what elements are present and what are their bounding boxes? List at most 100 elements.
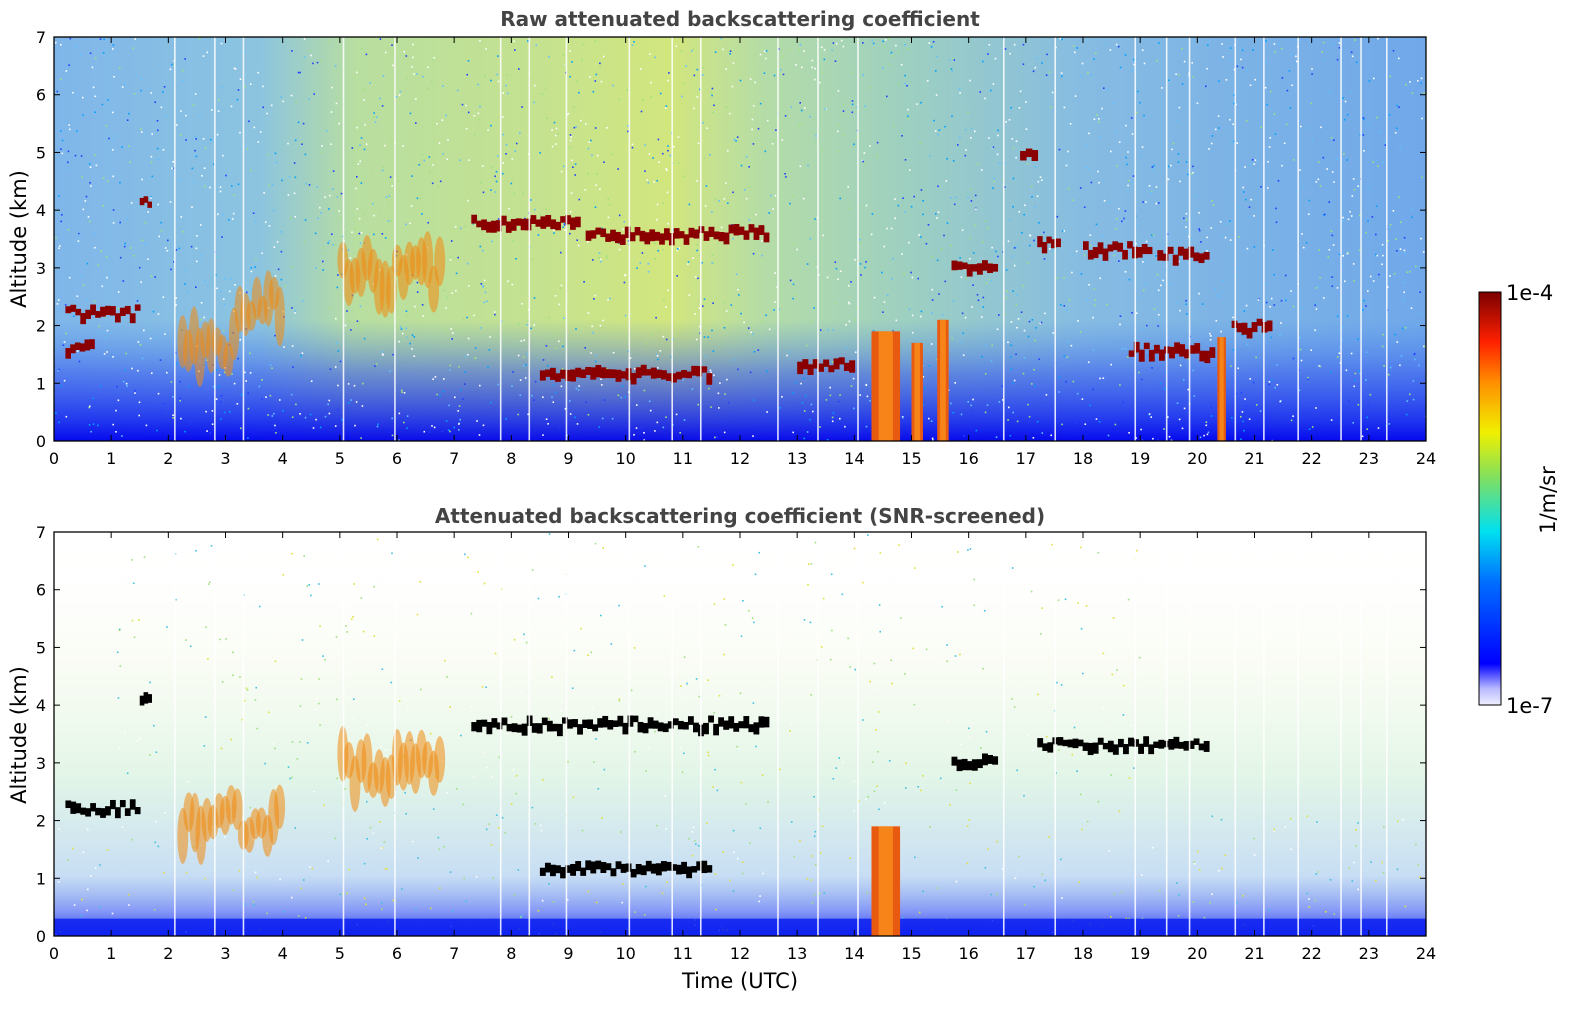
noise-speck bbox=[1027, 335, 1030, 338]
noise-speck bbox=[996, 328, 999, 331]
noise-speck bbox=[865, 261, 867, 263]
cloud-segment bbox=[530, 215, 537, 224]
noise-speck bbox=[230, 738, 232, 741]
noise-speck bbox=[924, 387, 926, 389]
noise-speck bbox=[69, 37, 72, 40]
noise-speck bbox=[951, 70, 953, 73]
noise-speck bbox=[967, 196, 969, 199]
noise-speck bbox=[303, 38, 306, 40]
noise-speck bbox=[378, 821, 381, 823]
noise-speck bbox=[519, 394, 522, 396]
noise-speck bbox=[668, 72, 670, 74]
noise-speck bbox=[1400, 355, 1403, 357]
noise-speck bbox=[814, 830, 817, 833]
noise-speck bbox=[427, 221, 429, 224]
noise-speck bbox=[784, 173, 786, 175]
noise-speck bbox=[1063, 230, 1065, 232]
noise-speck bbox=[804, 107, 806, 109]
noise-speck bbox=[558, 595, 560, 598]
noise-speck bbox=[460, 389, 462, 391]
noise-speck bbox=[1043, 231, 1045, 234]
noise-speck bbox=[627, 338, 629, 341]
noise-speck bbox=[411, 334, 414, 336]
noise-speck bbox=[1115, 228, 1118, 230]
cloud-segment bbox=[585, 860, 592, 871]
noise-speck bbox=[765, 50, 768, 52]
noise-speck bbox=[512, 240, 514, 242]
cloud-segment bbox=[595, 227, 602, 235]
noise-speck bbox=[1233, 102, 1235, 105]
noise-speck bbox=[751, 118, 754, 121]
cloud-segment bbox=[1158, 739, 1165, 749]
noise-speck bbox=[346, 892, 349, 895]
noise-speck bbox=[1314, 329, 1316, 331]
noise-speck bbox=[799, 165, 802, 168]
noise-speck bbox=[111, 912, 114, 915]
noise-speck bbox=[306, 742, 309, 744]
noise-speck bbox=[322, 252, 325, 254]
noise-speck bbox=[732, 359, 735, 361]
noise-speck bbox=[714, 436, 716, 439]
noise-speck bbox=[620, 699, 623, 702]
noise-speck bbox=[230, 105, 233, 108]
noise-speck bbox=[1178, 894, 1180, 896]
noise-speck bbox=[401, 888, 403, 890]
noise-speck bbox=[718, 200, 720, 202]
noise-speck bbox=[1386, 286, 1389, 288]
noise-speck bbox=[546, 117, 548, 119]
noise-speck bbox=[357, 163, 360, 165]
noise-speck bbox=[300, 678, 303, 680]
noise-speck bbox=[666, 191, 669, 194]
noise-speck bbox=[65, 415, 68, 418]
noise-speck bbox=[1347, 218, 1350, 221]
noise-speck bbox=[76, 295, 79, 297]
cloud-segment bbox=[753, 227, 760, 240]
noise-speck bbox=[569, 75, 571, 78]
noise-speck bbox=[656, 421, 659, 424]
noise-speck bbox=[1375, 253, 1377, 256]
noise-speck bbox=[462, 318, 465, 321]
noise-speck bbox=[1024, 903, 1026, 906]
noise-speck bbox=[163, 86, 166, 88]
cloud-segment bbox=[124, 808, 131, 816]
data-gap bbox=[1297, 37, 1299, 441]
data-gap bbox=[174, 37, 176, 441]
noise-speck bbox=[502, 133, 504, 136]
noise-speck bbox=[301, 352, 304, 354]
noise-speck bbox=[631, 143, 634, 146]
noise-speck bbox=[572, 166, 574, 168]
noise-speck bbox=[482, 751, 484, 753]
noise-speck bbox=[321, 151, 323, 153]
noise-speck bbox=[166, 626, 168, 628]
noise-speck bbox=[1071, 271, 1073, 274]
noise-speck bbox=[1353, 280, 1355, 282]
noise-speck bbox=[768, 328, 771, 331]
noise-speck bbox=[1305, 242, 1308, 244]
cloud-segment bbox=[545, 214, 552, 227]
noise-speck bbox=[882, 40, 884, 43]
noise-speck bbox=[919, 142, 922, 144]
noise-speck bbox=[309, 49, 312, 52]
noise-speck bbox=[954, 655, 957, 657]
noise-speck bbox=[1357, 185, 1359, 187]
noise-speck bbox=[930, 46, 933, 48]
noise-speck bbox=[327, 242, 329, 244]
noise-speck bbox=[152, 310, 155, 313]
cloud-segment bbox=[630, 868, 637, 878]
noise-speck bbox=[1076, 47, 1078, 49]
noise-speck bbox=[103, 331, 105, 334]
data-gap bbox=[777, 37, 779, 441]
noise-speck bbox=[1009, 434, 1012, 437]
noise-speck bbox=[297, 915, 300, 917]
data-gap bbox=[528, 37, 531, 441]
data-gap bbox=[1263, 532, 1265, 936]
noise-speck bbox=[1056, 681, 1058, 684]
noise-speck bbox=[814, 67, 816, 70]
noise-speck bbox=[966, 862, 969, 865]
noise-speck bbox=[479, 384, 481, 387]
noise-speck bbox=[1131, 133, 1134, 135]
noise-speck bbox=[1362, 309, 1364, 311]
noise-speck bbox=[1028, 320, 1031, 323]
noise-speck bbox=[1292, 305, 1295, 308]
noise-speck bbox=[1103, 87, 1105, 89]
